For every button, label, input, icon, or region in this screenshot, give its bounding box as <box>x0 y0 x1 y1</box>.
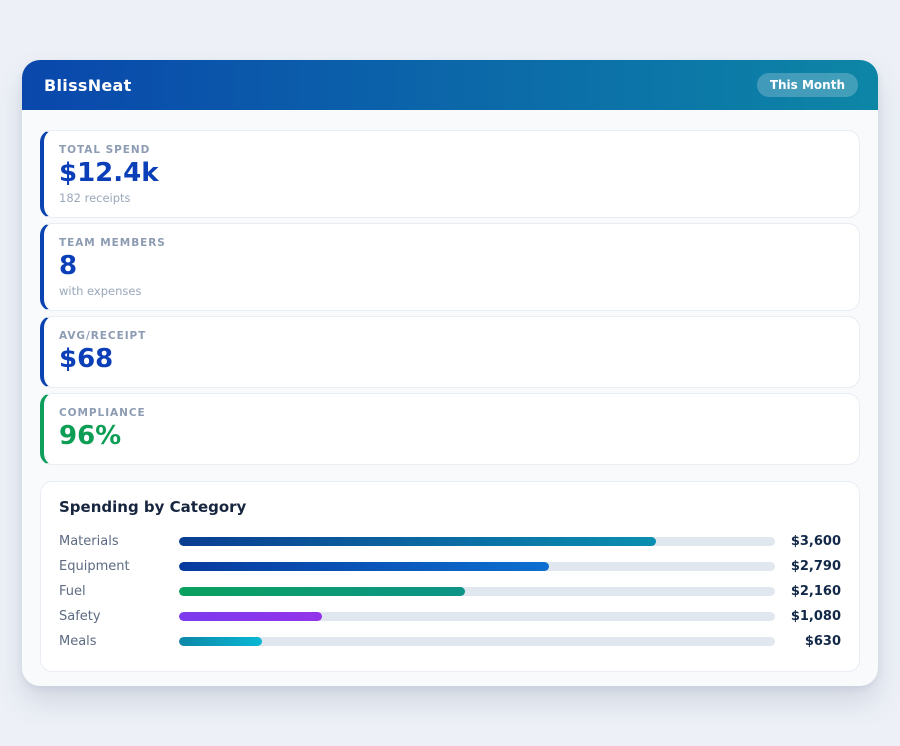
period-badge[interactable]: This Month <box>756 73 858 97</box>
category-label: Fuel <box>59 583 86 599</box>
stat-value: 8 <box>59 250 78 281</box>
bar-track <box>179 536 775 546</box>
bar-fill <box>179 561 549 571</box>
bar-fill <box>179 636 263 646</box>
dashboard-container: BlissNeat This Month TOTAL SPEND $12.4k 18… <box>22 60 878 686</box>
bar-track <box>179 586 775 596</box>
bar-fill <box>179 586 466 596</box>
bar-fill <box>179 611 323 621</box>
chart-row-fuel: Fuel $2,160 <box>59 579 841 604</box>
bar-value: $630 <box>804 633 841 649</box>
stat-label: TEAM MEMBERS <box>59 236 166 249</box>
bar-value: $2,160 <box>790 583 841 599</box>
chart-row-equipment: Equipment $2,790 <box>59 554 841 579</box>
bar-fill <box>179 536 656 546</box>
stat-value: 96% <box>59 420 122 451</box>
stat-value: $12.4k <box>59 158 159 188</box>
stat-value: $68 <box>59 343 114 374</box>
chart-rows: Materials $3,600 Equipment $2,790 Fuel $2,160… <box>59 529 841 654</box>
spending-chart-card: Spending by Category Materials $3,600 Equi… <box>40 480 860 672</box>
stat-subtext: 182 receipts <box>59 190 131 205</box>
bar-track <box>179 611 775 621</box>
bar-track <box>179 561 775 571</box>
app-body: TOTAL SPEND $12.4k 182 receipts TEAM MEMBER… <box>22 110 878 672</box>
bar-value: $3,600 <box>790 533 841 549</box>
stats-section: TOTAL SPEND $12.4k 182 receipts TEAM MEMBER… <box>40 130 860 465</box>
stat-card-total-spend: TOTAL SPEND $12.4k 182 receipts <box>40 130 860 218</box>
app-title: BlissNeat <box>44 75 132 95</box>
stat-label: COMPLIANCE <box>59 406 146 419</box>
bar-value: $1,080 <box>790 608 841 624</box>
chart-row-materials: Materials $3,600 <box>59 529 841 554</box>
stat-subtext: with expenses <box>59 283 142 298</box>
category-label: Equipment <box>59 558 130 574</box>
stat-label: AVG/RECEIPT <box>59 329 147 342</box>
category-label: Meals <box>59 633 97 649</box>
bar-value: $2,790 <box>790 558 841 574</box>
chart-title: Spending by Category <box>59 497 247 516</box>
stat-card-avg-receipt: AVG/RECEIPT $68 <box>40 315 860 388</box>
category-label: Safety <box>59 608 101 624</box>
stat-card-team-members: TEAM MEMBERS 8 with expenses <box>40 222 860 311</box>
stat-label: TOTAL SPEND <box>59 144 151 156</box>
stat-card-compliance: COMPLIANCE 96% <box>40 392 860 465</box>
app-header: BlissNeat This Month <box>22 60 878 110</box>
category-label: Materials <box>59 533 119 549</box>
bar-track <box>179 636 775 646</box>
chart-row-meals: Meals $630 <box>59 629 841 654</box>
chart-row-safety: Safety $1,080 <box>59 604 841 629</box>
